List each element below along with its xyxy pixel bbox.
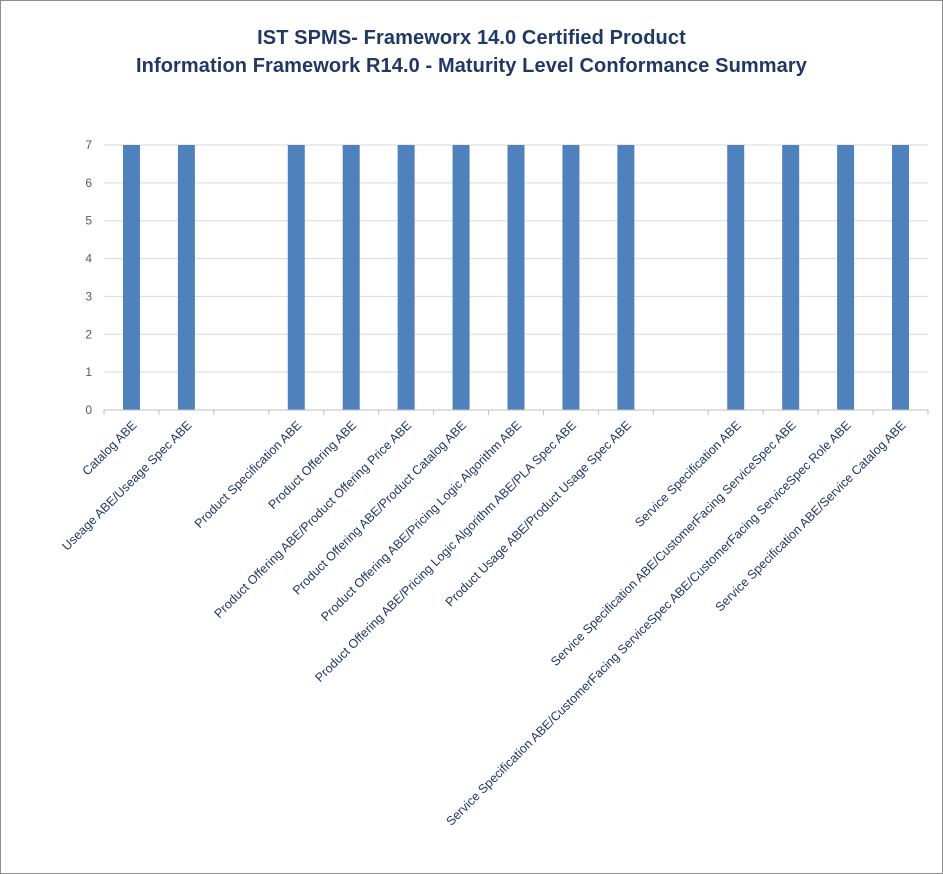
y-tick-label: 5 [85,214,92,228]
category-label: Catalog ABE [80,418,140,478]
bars [122,145,910,410]
category-label: Service Specification ABE/CustomerFacing… [443,418,853,828]
y-tick-label: 0 [85,403,92,417]
y-tick-label: 3 [85,289,92,303]
y-tick-label: 2 [85,327,92,341]
bar [397,145,415,410]
bar [507,145,525,410]
bar [342,145,360,410]
bar [782,145,800,410]
y-tick-label: 6 [85,176,92,190]
bar [287,145,305,410]
category-label: Product Offering ABE/Product Offering Pr… [212,418,415,621]
category-label: Service Specification ABE/Service Catalo… [713,418,909,614]
bar [177,145,195,410]
bar [122,145,140,410]
bar [892,145,910,410]
x-axis [103,409,929,415]
bar [452,145,470,410]
category-label: Service Specification ABE [632,418,744,530]
chart-title: IST SPMS- Frameworx 14.0 Certified Produ… [257,27,686,49]
bar [727,145,745,410]
category-label: Product Usage ABE/Product Usage Spec ABE [443,418,634,609]
chart-subtitle: Information Framework R14.0 - Maturity L… [135,55,807,77]
category-label: Product Specification ABE [192,418,305,531]
category-label: Product Offering ABE/Pricing Logic Algor… [312,418,579,685]
bar [617,145,635,410]
y-tick-label: 1 [85,365,92,379]
y-tick-label: 7 [85,138,92,152]
y-tick-label: 4 [85,252,92,266]
y-axis: 0 1 2 3 4 5 6 7 [85,138,92,417]
category-label: Product Offering ABE/Pricing Logic Algor… [318,418,524,624]
bar [837,145,855,410]
bar [562,145,580,410]
